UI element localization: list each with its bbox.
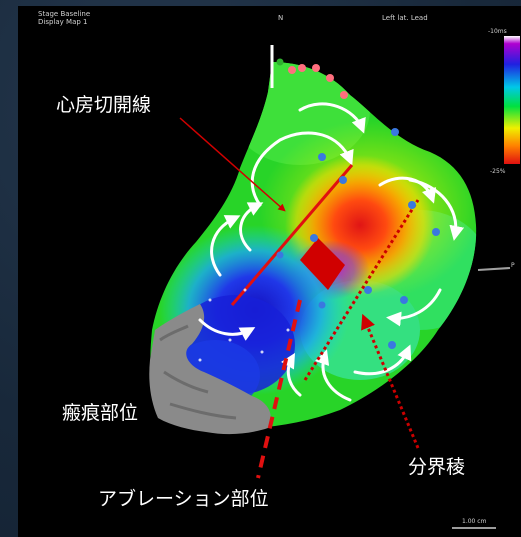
scar-label: 瘢痕部位: [62, 402, 139, 424]
scar-region: [149, 304, 271, 435]
ablation-label: アブレーション部位: [98, 488, 269, 510]
scale-label: 1.00 cm: [462, 518, 487, 525]
orientation-marker: N: [278, 14, 284, 22]
colorbar-bottom-label: -25%: [490, 168, 506, 175]
colorbar-top-label: -10ms: [488, 28, 507, 35]
incision-leader: [179, 117, 286, 212]
blue-dots: [276, 128, 440, 349]
side-marker-line: [477, 267, 511, 271]
display-label: Display Map 1: [38, 18, 88, 26]
boundary-label: 分界稜: [408, 456, 466, 478]
view-label: Left lat. Lead: [382, 14, 428, 22]
incision-line: [230, 164, 354, 306]
stage-label: Stage Baseline: [38, 10, 91, 18]
colorbar: [504, 36, 520, 164]
ablation-block: [300, 238, 345, 290]
pink-dots: [288, 64, 348, 99]
propagation-arrows: [198, 102, 465, 402]
green-dot: [276, 58, 284, 66]
white-specks: [198, 288, 290, 362]
side-label: P: [511, 262, 515, 269]
incision-label: 心房切開線: [56, 94, 152, 116]
ablation-line: [256, 299, 302, 479]
